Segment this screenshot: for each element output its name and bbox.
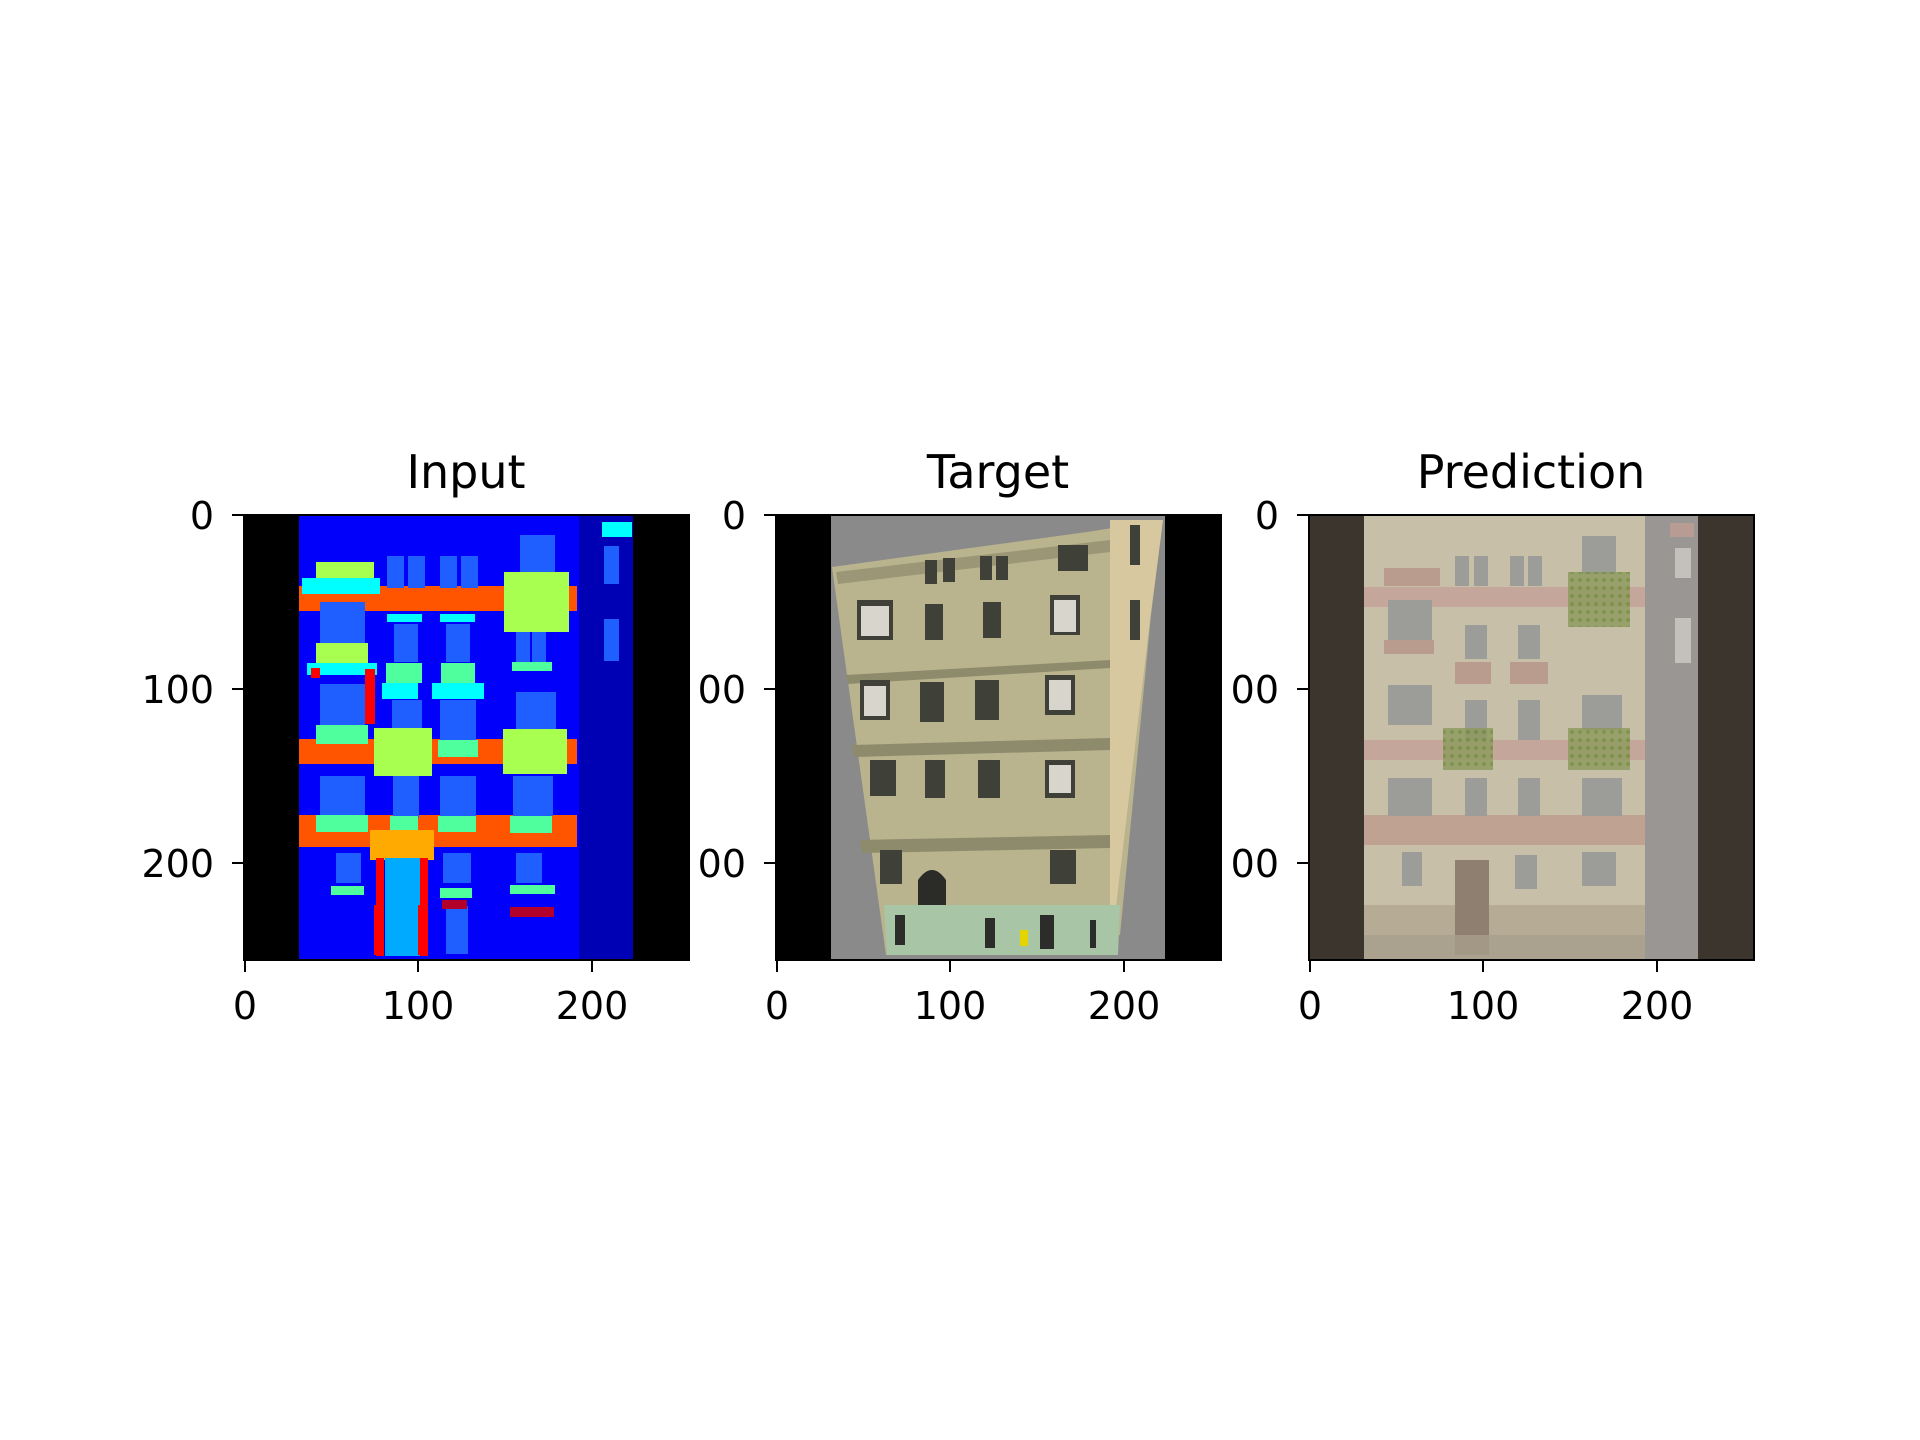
input-y-tick-label: 100 (141, 668, 214, 712)
input-label-map-image (244, 515, 689, 960)
prediction-x-tick-label: 100 (1447, 984, 1520, 1028)
prediction-panel: Prediction (1231, 445, 1755, 1028)
input-x-axis (244, 960, 593, 972)
prediction-title: Prediction (1417, 445, 1646, 499)
prediction-y-axis (1297, 514, 1309, 864)
input-y-tick-label: 200 (141, 842, 214, 886)
prediction-x-tick-label: 0 (1298, 984, 1322, 1028)
target-x-axis (776, 960, 1125, 972)
target-title: Target (926, 445, 1069, 499)
prediction-y-tick-label: 00 (1231, 842, 1279, 886)
input-x-tick-label: 200 (556, 984, 629, 1028)
target-x-tick-label: 100 (914, 984, 987, 1028)
prediction-x-tick-label: 200 (1621, 984, 1694, 1028)
target-y-tick-label: 00 (698, 668, 746, 712)
target-y-tick-label: 00 (698, 842, 746, 886)
prediction-generated-image (1309, 515, 1754, 960)
prediction-y-tick-label: 00 (1231, 668, 1279, 712)
target-x-tick-label: 200 (1088, 984, 1161, 1028)
input-x-tick-label: 100 (382, 984, 455, 1028)
target-x-tick-label: 0 (765, 984, 789, 1028)
target-y-tick-label: 0 (722, 494, 746, 538)
target-y-axis (764, 514, 776, 864)
prediction-y-tick-label: 0 (1255, 494, 1279, 538)
target-facade-photo (776, 515, 1221, 960)
target-panel: Target (698, 445, 1222, 1028)
input-y-axis (232, 514, 244, 864)
input-x-tick-label: 0 (233, 984, 257, 1028)
input-y-tick-label: 0 (190, 494, 214, 538)
input-title: Input (406, 445, 525, 499)
prediction-x-axis (1309, 960, 1658, 972)
input-panel: Input (141, 445, 690, 1028)
